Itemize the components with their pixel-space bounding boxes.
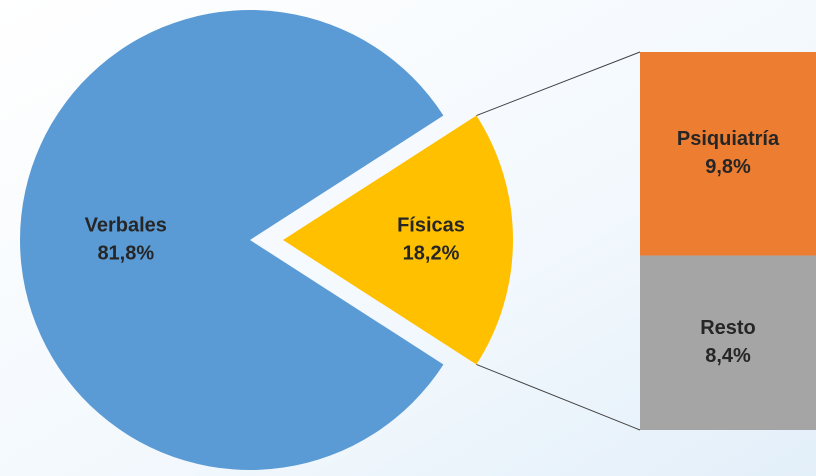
- bar-label: Resto: [700, 317, 756, 339]
- connector-line: [476, 51, 641, 117]
- slice-label: Verbales: [85, 214, 167, 236]
- slice-value-label: 81,8%: [97, 242, 154, 264]
- bar-segment: [640, 255, 816, 430]
- bar-value-label: 9,8%: [705, 156, 751, 178]
- pie-slice: [283, 115, 513, 365]
- slice-value-label: 18,2%: [403, 242, 460, 264]
- bar-segment: [640, 52, 816, 256]
- slice-label: Físicas: [397, 214, 465, 236]
- bar-value-label: 8,4%: [705, 345, 751, 367]
- connector-line: [476, 363, 641, 431]
- bar-label: Psiquiatría: [677, 128, 780, 150]
- pie-slice: [19, 9, 444, 471]
